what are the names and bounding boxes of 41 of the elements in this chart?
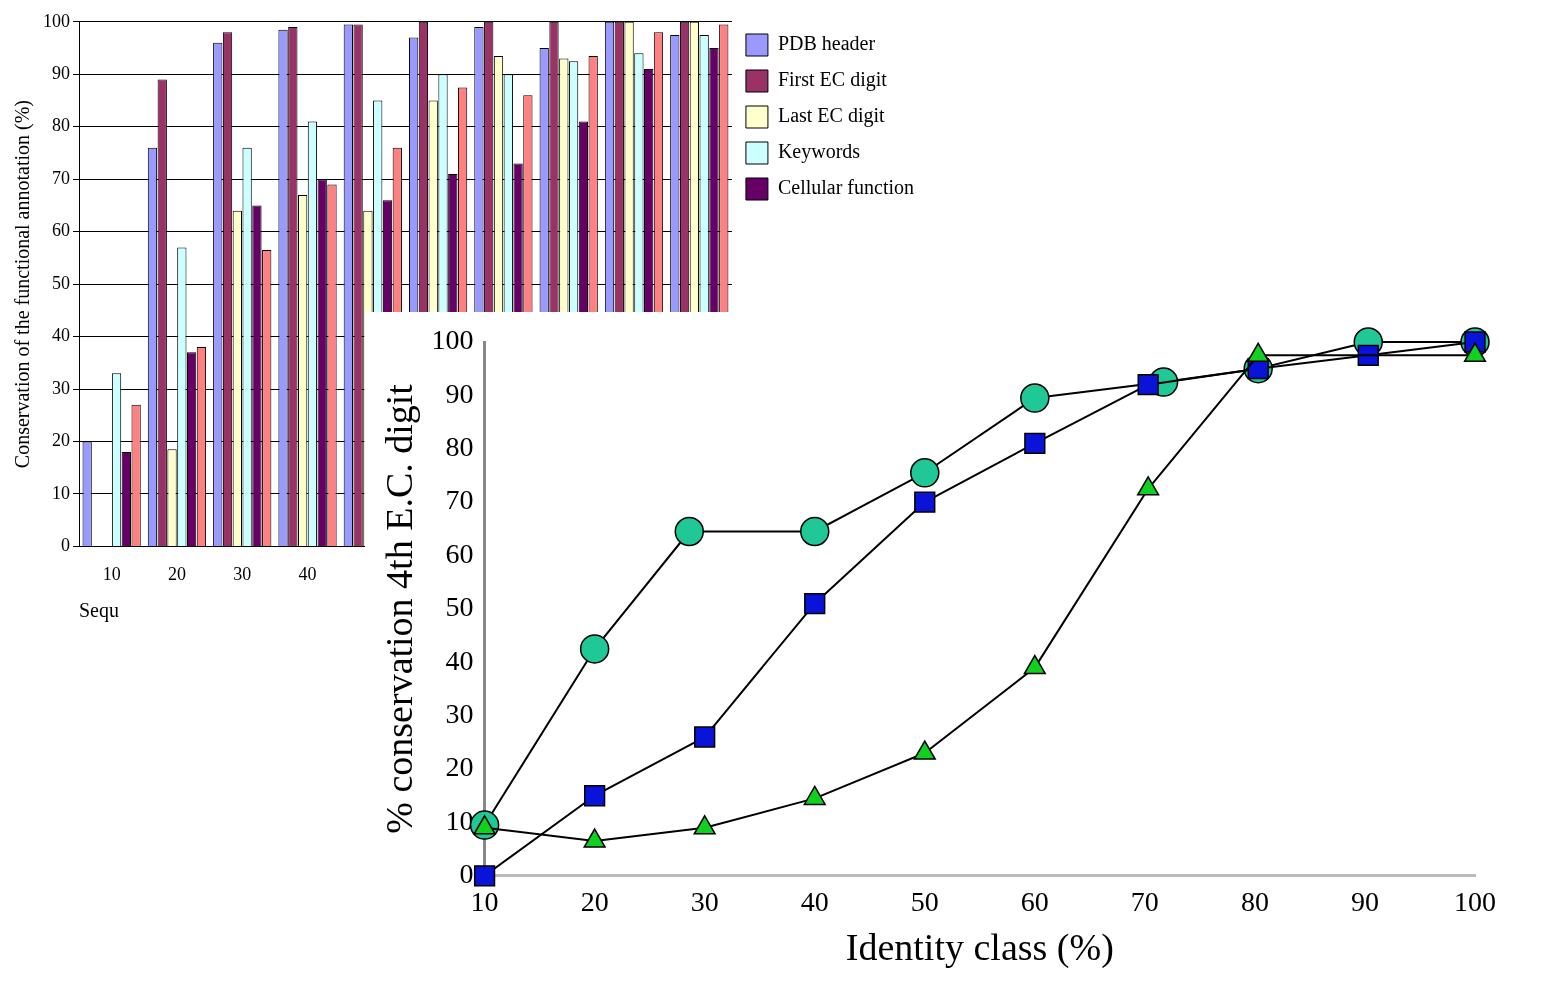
legend-label: Keywords	[777, 140, 861, 164]
x-tick-label: 20	[167, 563, 186, 584]
y-tick-label: 80	[52, 115, 70, 136]
x-tick-label: 70	[1130, 885, 1159, 917]
x-tick-label: 100	[1454, 885, 1496, 917]
x-tick-label: 60	[1020, 885, 1049, 917]
y-tick-label: 50	[445, 591, 474, 623]
y-tick-label: 10	[52, 482, 70, 503]
y-axis-title: % conservation 4th E.C. digit	[377, 383, 420, 834]
y-tick-label: 30	[52, 377, 70, 398]
x-tick-label: 20	[580, 885, 609, 917]
y-tick-label: 70	[52, 167, 70, 188]
y-tick-label: 40	[445, 644, 474, 676]
y-tick-label: 50	[52, 272, 70, 293]
y-tick-label: 100	[431, 324, 474, 356]
y-tick-label: 90	[445, 377, 474, 409]
y-axis-title: Conservation of the functional annotation (%)	[11, 99, 35, 469]
x-tick-label: 10	[102, 563, 121, 584]
y-tick-label: 0	[61, 535, 70, 556]
y-tick-label: 90	[52, 62, 70, 83]
x-axis-title: Sequ	[79, 599, 119, 623]
x-tick-label: 30	[233, 563, 252, 584]
y-tick-label: 20	[445, 751, 474, 783]
y-tick-label: 40	[52, 325, 70, 346]
y-tick-label: 100	[43, 10, 70, 31]
y-tick-label: 30	[445, 698, 474, 730]
y-tick-label: 70	[445, 484, 474, 516]
x-tick-label: 30	[690, 885, 719, 917]
x-tick-label: 40	[298, 563, 317, 584]
x-axis-title: Identity class (%)	[845, 926, 1114, 970]
legend-label: PDB header	[777, 32, 876, 55]
legend-label: Cellular function	[777, 176, 914, 199]
legend-label: First EC digit	[777, 68, 888, 92]
x-tick-label: 50	[910, 885, 939, 917]
y-tick-label: 80	[445, 431, 474, 463]
x-tick-label: 40	[800, 885, 829, 917]
x-tick-label: 90	[1350, 885, 1379, 917]
y-tick-label: 20	[52, 430, 70, 451]
y-tick-label: 60	[52, 220, 70, 241]
legend-label: Last EC digit	[777, 104, 886, 128]
x-tick-label: 80	[1240, 885, 1269, 917]
